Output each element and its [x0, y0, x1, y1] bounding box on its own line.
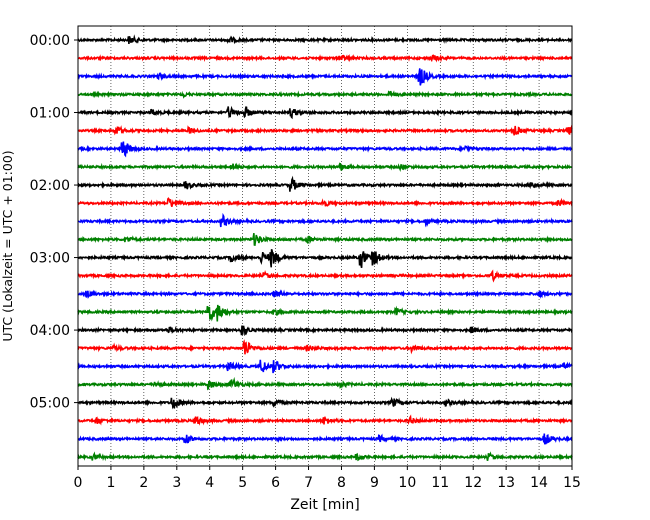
trace-line [77, 232, 573, 247]
x-tick-label: 6 [271, 475, 280, 491]
x-tick-label: 4 [205, 475, 214, 491]
grid-layer [110, 26, 540, 466]
y-tick-label: 01:00 [30, 106, 70, 122]
x-axis-ticks: 0 1 2 3 4 5 6 7 8 9 10 11 12 13 14 15 [74, 466, 581, 491]
x-tick-label: 1 [106, 475, 115, 491]
y-axis-ticks: 00:00 01:00 02:00 03:00 04:00 05:00 [30, 33, 78, 412]
trace-line [77, 414, 573, 426]
y-tick-label: 05:00 [30, 396, 70, 412]
trace-line [77, 161, 573, 172]
x-tick-label: 5 [238, 475, 247, 491]
y-tick-label: 00:00 [30, 33, 70, 49]
x-tick-label: 2 [139, 475, 148, 491]
trace-line [77, 53, 573, 63]
x-tick-label: 9 [370, 475, 379, 491]
trace-line [77, 339, 573, 355]
trace-layer [77, 34, 573, 462]
x-tick-label: 8 [337, 475, 346, 491]
x-tick-label: 11 [431, 475, 449, 491]
trace-line [77, 304, 573, 322]
x-tick-label: 10 [398, 475, 416, 491]
x-tick-label: 3 [172, 475, 181, 491]
x-tick-label: 13 [497, 475, 515, 491]
trace-line [77, 451, 573, 462]
x-tick-label: 7 [304, 475, 313, 491]
trace-line [77, 197, 573, 208]
y-tick-label: 03:00 [30, 251, 70, 267]
y-tick-label: 04:00 [30, 323, 70, 339]
x-tick-label: 12 [464, 475, 482, 491]
trace-line [77, 105, 573, 120]
trace-line [77, 175, 573, 192]
trace-line [77, 433, 573, 445]
trace-line [77, 212, 573, 228]
plot-frame [77, 25, 573, 467]
trace-line [77, 34, 573, 45]
y-tick-label: 02:00 [30, 178, 70, 194]
trace-line [77, 376, 573, 391]
y-axis-title: UTC (Lokalzeit = UTC + 01:00) [0, 150, 15, 341]
trace-line [77, 289, 573, 300]
x-tick-label: 14 [530, 475, 548, 491]
trace-line [77, 90, 573, 99]
trace-line [77, 359, 573, 374]
trace-line [77, 124, 573, 136]
x-tick-label: 15 [563, 475, 581, 491]
trace-line [77, 269, 573, 283]
trace-line [77, 249, 573, 268]
x-tick-label: 0 [74, 475, 83, 491]
trace-line [77, 325, 573, 337]
trace-line [78, 396, 573, 410]
trace-line [77, 141, 573, 158]
x-axis-title: Zeit [min] [290, 497, 359, 513]
trace-line [77, 68, 573, 86]
